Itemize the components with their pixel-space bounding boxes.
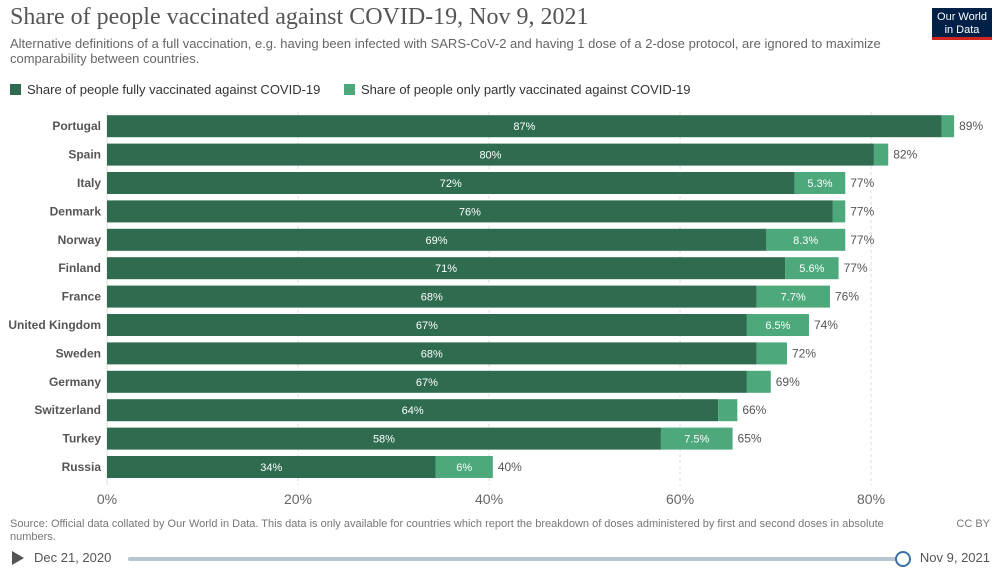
x-tick-label: 40% [475, 491, 503, 507]
data-label-partial: 6% [456, 462, 472, 474]
data-label-total: 77% [850, 176, 874, 190]
data-label-full: 67% [416, 320, 438, 332]
bar-partial [718, 399, 738, 422]
timeline-end-date[interactable]: Nov 9, 2021 [919, 550, 990, 565]
bar-partial [873, 143, 889, 166]
license-link[interactable]: CC BY [956, 518, 990, 530]
bar-partial [832, 200, 846, 223]
category-label: Spain [68, 148, 101, 162]
category-label: Italy [77, 176, 101, 190]
data-label-full: 80% [479, 150, 501, 162]
data-label-total: 74% [814, 318, 838, 332]
legend-label-full: Share of people fully vaccinated against… [27, 82, 321, 97]
category-label: United Kingdom [8, 318, 101, 332]
owid-logo[interactable]: Our World in Data [932, 8, 992, 40]
play-icon[interactable] [12, 551, 24, 565]
data-label-total: 77% [844, 261, 868, 275]
bar-full [107, 370, 747, 393]
bar-full [107, 200, 833, 223]
data-label-partial: 6.5% [765, 320, 790, 332]
x-tick-label: 60% [666, 491, 694, 507]
bar-full [107, 257, 786, 280]
bar-partial [435, 456, 493, 478]
bar-partial [746, 314, 809, 336]
data-label-full: 71% [435, 263, 457, 275]
category-label: Turkey [63, 432, 102, 446]
bar-full [107, 342, 757, 365]
legend-swatch-full [10, 84, 21, 95]
category-label: Finland [58, 261, 101, 275]
bar-full [107, 115, 942, 138]
data-label-partial: 5.6% [799, 263, 824, 275]
data-label-full: 68% [421, 348, 443, 360]
legend-swatch-partial [344, 84, 356, 95]
legend-label-partial: Share of people only partly vaccinated a… [361, 82, 691, 97]
data-label-full: 64% [402, 405, 424, 417]
timeline-track[interactable] [128, 551, 911, 567]
bar-partial [746, 370, 771, 393]
bar-partial [756, 285, 830, 308]
data-label-total: 72% [792, 346, 816, 360]
category-label: Portugal [52, 119, 101, 133]
chart-subtitle: Alternative definitions of a full vaccin… [10, 36, 881, 66]
category-label: France [62, 290, 102, 304]
data-label-full: 87% [513, 121, 535, 133]
data-label-total: 66% [742, 403, 766, 417]
data-label-total: 69% [776, 375, 800, 389]
data-label-total: 40% [498, 460, 522, 474]
logo-line-2: in Data [944, 24, 980, 36]
category-label: Denmark [50, 204, 102, 218]
category-label: Russia [62, 460, 102, 474]
data-label-total: 89% [959, 119, 983, 133]
data-label-total: 77% [850, 233, 874, 247]
category-label: Sweden [56, 346, 101, 360]
logo-line-1: Our World [937, 11, 987, 23]
bar-partial [765, 228, 846, 251]
data-label-total: 82% [893, 148, 917, 162]
data-label-partial: 8.3% [793, 235, 818, 247]
bar-partial [660, 427, 733, 450]
bar-full [107, 285, 757, 308]
data-label-partial: 7.5% [684, 434, 709, 446]
category-label: Norway [58, 233, 102, 247]
data-label-total: 65% [738, 432, 762, 446]
data-label-full: 68% [421, 292, 443, 304]
bar-full [107, 143, 874, 166]
bar-full [107, 172, 795, 194]
x-tick-label: 20% [284, 491, 312, 507]
legend-item-partial[interactable]: Share of people only partly vaccinated a… [344, 82, 691, 97]
data-label-partial: 5.3% [807, 178, 832, 190]
data-label-full: 34% [260, 462, 282, 474]
bar-full [107, 427, 661, 450]
bar-chart: 0% 20% 40% 60% 80% Portugal 87% 89% Spain 80% 82% I… [8, 112, 983, 507]
data-label-full: 67% [416, 377, 438, 389]
data-label-total: 76% [835, 290, 859, 304]
data-label-partial: 7.7% [781, 292, 806, 304]
chart-title: Share of people vaccinated against COVID… [10, 4, 589, 30]
chart-legend: Share of people fully vaccinated against… [10, 82, 711, 98]
category-label: Germany [49, 375, 101, 389]
timeline: Dec 21, 2020 Nov 9, 2021 [10, 548, 990, 568]
bar-full [107, 228, 766, 251]
data-label-full: 72% [440, 178, 462, 190]
x-tick-label: 0% [97, 491, 117, 507]
bar-partial [794, 172, 846, 194]
bar-full [107, 456, 436, 478]
timeline-handle[interactable] [895, 551, 911, 567]
bar-full [107, 314, 747, 336]
legend-item-full[interactable]: Share of people fully vaccinated against… [10, 82, 320, 97]
data-label-full: 76% [459, 206, 481, 218]
bar-partial [785, 257, 839, 280]
bar-partial [756, 342, 787, 365]
bar-partial [941, 115, 955, 138]
data-label-full: 58% [373, 434, 395, 446]
category-label: Switzerland [34, 403, 101, 417]
timeline-fill [128, 557, 903, 561]
x-tick-label: 80% [857, 491, 885, 507]
data-label-full: 69% [425, 235, 447, 247]
timeline-start-date[interactable]: Dec 21, 2020 [34, 550, 112, 565]
data-label-total: 77% [850, 204, 874, 218]
source-note: Source: Official data collated by Our Wo… [10, 518, 884, 543]
bar-full [107, 399, 719, 422]
